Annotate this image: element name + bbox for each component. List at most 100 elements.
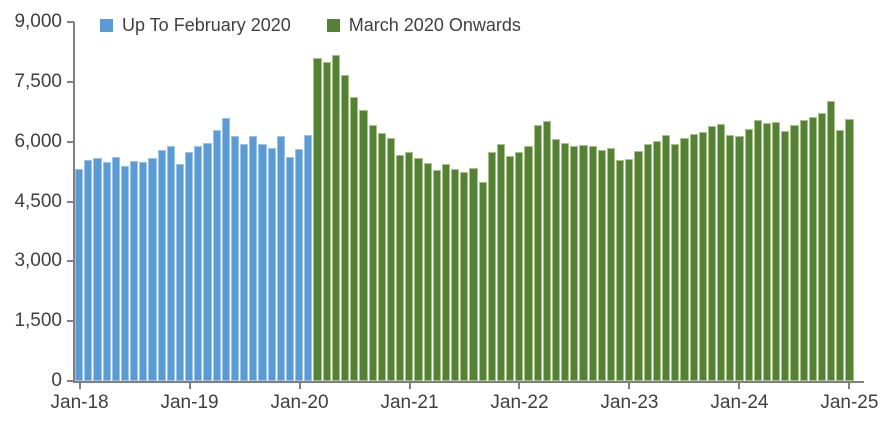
y-tick-label: 9,000 (14, 11, 62, 32)
x-tick-mark (408, 383, 411, 389)
x-tick-mark (518, 383, 521, 389)
legend-item-up-to-feb-2020: Up To February 2020 (100, 15, 291, 36)
bar-Sep-24 (808, 116, 817, 381)
bar-Jun-21 (451, 168, 460, 381)
bar-Jan-25 (845, 118, 854, 381)
bar-Apr-20 (322, 61, 331, 381)
bar-Mar-19 (203, 142, 212, 381)
bar-Sep-20 (368, 124, 377, 381)
bar-May-19 (221, 118, 230, 381)
chart-legend: Up To February 2020 March 2020 Onwards (100, 15, 557, 36)
y-tick-label: 6,000 (14, 130, 62, 152)
bar-Oct-21 (487, 152, 496, 381)
bar-Mar-22 (533, 124, 542, 381)
y-tick-label: 4,500 (14, 190, 62, 212)
x-axis-line (73, 381, 864, 383)
bar-Mar-20 (313, 58, 322, 381)
bar-Feb-24 (744, 128, 753, 381)
bar-May-18 (111, 156, 120, 381)
x-tick-label-Jan-22: Jan-22 (490, 392, 549, 413)
bar-Aug-24 (799, 119, 808, 381)
bar-Jul-23 (680, 137, 689, 381)
y-axis-line (73, 22, 75, 382)
bar-Sep-18 (148, 157, 157, 381)
bar-Dec-22 (616, 159, 625, 381)
bar-Aug-20 (359, 109, 368, 381)
y-tick-mark (67, 200, 74, 203)
x-tick-label-Jan-18: Jan-18 (50, 392, 109, 413)
y-tick-mark (67, 260, 74, 263)
bar-Jan-18 (75, 168, 84, 381)
bar-Sep-19 (258, 144, 267, 381)
y-tick-mark (67, 140, 74, 143)
y-tick-label: 1,500 (14, 310, 62, 332)
bar-Jul-24 (790, 124, 799, 381)
bar-Mar-23 (643, 144, 652, 381)
x-tick-label-Jan-20: Jan-20 (270, 392, 329, 413)
bar-Feb-23 (634, 151, 643, 381)
bar-Nov-23 (717, 123, 726, 381)
legend-label: Up To February 2020 (122, 15, 291, 35)
bar-Nov-20 (386, 138, 396, 381)
bar-Jul-22 (570, 145, 579, 381)
y-tick-label: 0 (51, 370, 62, 391)
bar-Mar-24 (753, 119, 762, 381)
bar-May-24 (772, 121, 781, 381)
bar-Apr-19 (212, 129, 221, 381)
bar-Aug-23 (689, 133, 698, 381)
bar-Dec-20 (396, 154, 405, 381)
bar-May-20 (331, 54, 340, 381)
bar-Jun-20 (340, 74, 350, 381)
bar-Aug-22 (579, 144, 588, 381)
bar-Feb-18 (84, 160, 93, 381)
x-tick-mark (298, 383, 301, 389)
bar-Jan-23 (625, 158, 634, 381)
x-tick-label-Jan-19: Jan-19 (160, 392, 219, 413)
bar-Sep-21 (478, 181, 487, 381)
legend-item-march-2020-onwards: March 2020 Onwards (326, 15, 521, 36)
x-tick-mark (628, 383, 631, 389)
bar-Jan-22 (515, 152, 524, 381)
bar-Apr-21 (432, 170, 441, 381)
bar-Aug-21 (469, 168, 478, 381)
legend-swatch-blue-icon (100, 19, 113, 32)
x-tick-mark (848, 383, 851, 389)
bar-Feb-19 (194, 146, 203, 381)
plot-area (75, 22, 854, 381)
bar-Oct-19 (267, 147, 276, 381)
bar-Apr-24 (762, 122, 772, 381)
y-tick-mark (67, 320, 74, 323)
y-tick-mark (67, 21, 74, 23)
bar-Mar-21 (423, 163, 432, 381)
bar-Sep-22 (588, 145, 597, 381)
bar-Nov-21 (496, 143, 506, 381)
bar-Aug-18 (139, 162, 148, 381)
bar-May-22 (551, 138, 561, 381)
y-tick-mark (67, 80, 74, 83)
bar-Oct-22 (597, 149, 606, 381)
bar-Jun-18 (120, 165, 130, 381)
bar-Dec-19 (285, 157, 295, 381)
bar-Nov-24 (827, 101, 836, 381)
legend-label: March 2020 Onwards (348, 15, 521, 35)
bar-Dec-23 (726, 134, 735, 381)
x-tick-label-Jan-25: Jan-25 (820, 392, 879, 413)
x-tick-mark (188, 383, 191, 389)
bar-Oct-18 (157, 150, 166, 381)
bar-May-23 (662, 134, 671, 381)
bar-Mar-18 (93, 157, 102, 381)
bar-Jan-21 (405, 151, 414, 381)
bar-Apr-22 (542, 121, 551, 381)
bar-Oct-20 (377, 132, 386, 381)
bar-Jul-21 (460, 171, 469, 381)
bar-Jul-18 (130, 161, 139, 381)
bar-Jul-20 (350, 97, 359, 381)
bar-Nov-22 (606, 147, 616, 381)
x-tick-mark (78, 383, 81, 389)
bar-Jul-19 (240, 144, 249, 381)
bar-Aug-19 (249, 135, 258, 381)
bar-Jun-19 (230, 136, 240, 381)
bar-Jan-20 (295, 148, 304, 381)
bar-Nov-19 (276, 136, 285, 381)
